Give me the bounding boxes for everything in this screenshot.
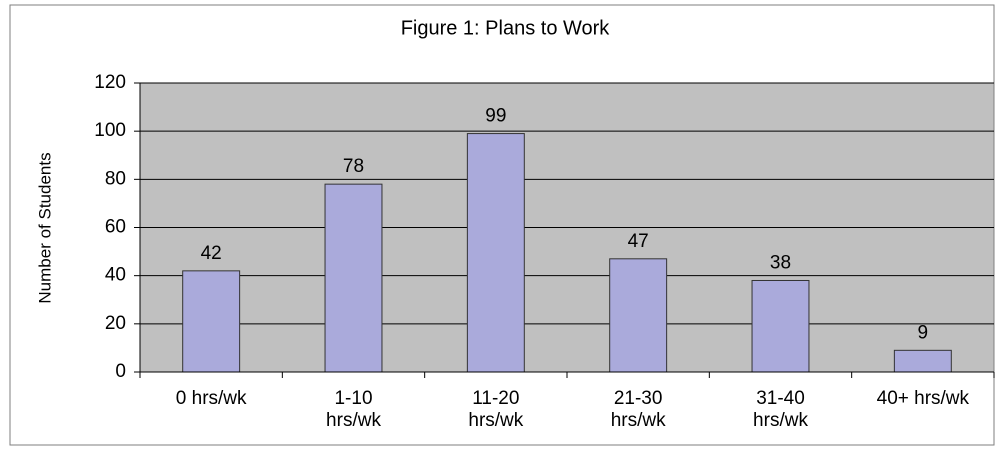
- y-tick-label: 0: [115, 361, 126, 382]
- data-label: 78: [343, 156, 364, 177]
- y-tick-label: 40: [105, 265, 126, 286]
- y-tick-label: 120: [94, 72, 126, 93]
- bar: [893, 349, 952, 373]
- y-tick-label: 60: [105, 217, 126, 238]
- bar: [324, 183, 383, 373]
- data-label: 99: [485, 106, 506, 127]
- bar: [609, 258, 668, 373]
- x-tick-label: 40+ hrs/wk: [876, 388, 970, 409]
- x-tick-label: 21-30 hrs/wk: [610, 388, 666, 431]
- y-axis-title: Number of Students: [35, 152, 54, 303]
- y-tick-label: 20: [105, 313, 126, 334]
- x-tick-label: 11-20 hrs/wk: [468, 388, 524, 431]
- chart-title: Figure 1: Plans to Work: [401, 17, 611, 39]
- x-tick-label: 1-10 hrs/wk: [326, 388, 381, 431]
- bar: [751, 279, 810, 373]
- data-label: 38: [770, 252, 791, 273]
- x-tick-label: 31-40 hrs/wk: [753, 388, 808, 431]
- x-tick-label: 0 hrs/wk: [175, 388, 247, 409]
- bar: [182, 270, 241, 373]
- y-tick-label: 80: [105, 168, 126, 189]
- data-label: 47: [628, 231, 649, 252]
- y-tick-label: 100: [94, 120, 126, 141]
- data-label: 42: [201, 243, 222, 264]
- bar: [466, 133, 525, 373]
- data-label: 9: [918, 322, 929, 343]
